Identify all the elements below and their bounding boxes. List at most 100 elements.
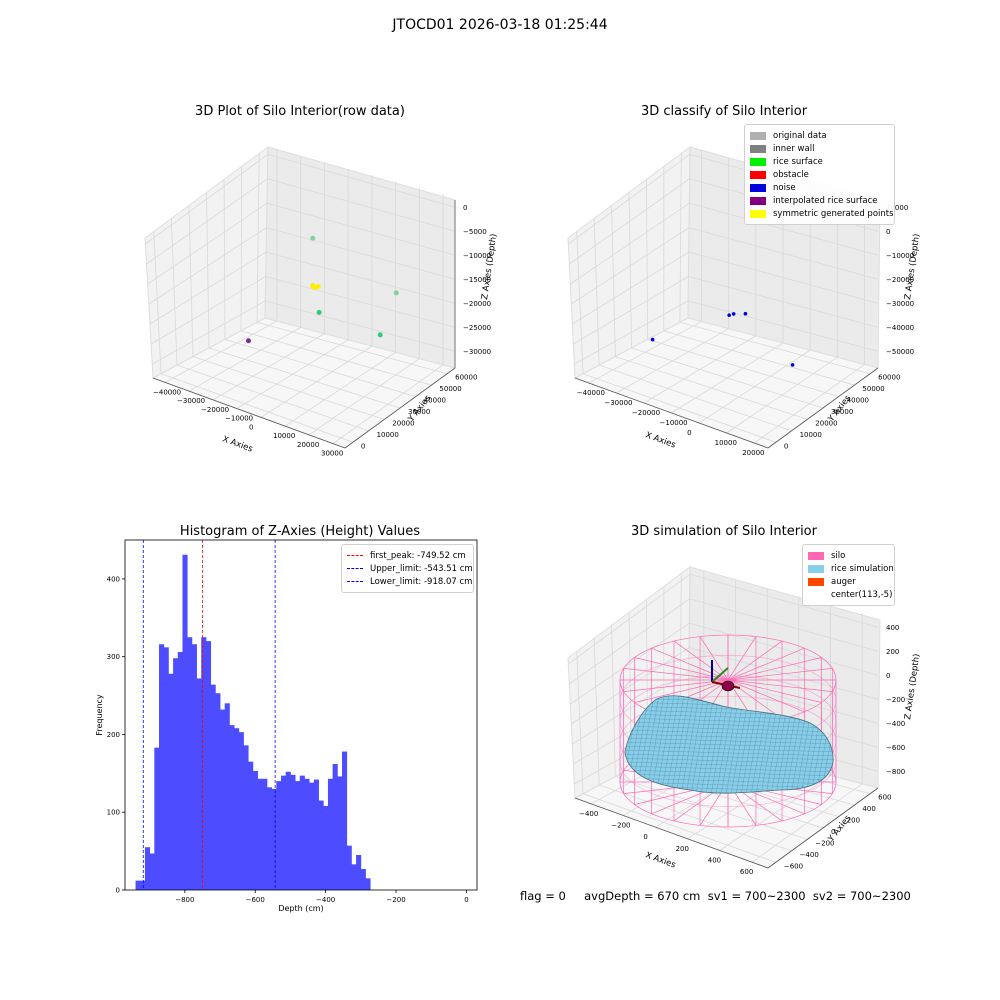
mesh-line: [625, 729, 834, 737]
mesh-line: [625, 749, 834, 757]
grid-line: [208, 347, 401, 409]
grid-line: [593, 638, 600, 786]
z-tick-label: −30000: [886, 300, 914, 308]
mesh-line: [794, 695, 816, 794]
mesh-line: [699, 695, 721, 794]
x-tick-label: 0: [687, 429, 691, 437]
legend-swatch: [750, 183, 766, 192]
y-tick-label: −600: [784, 862, 803, 870]
grid-line: [265, 276, 456, 328]
z-tick-label: −10000: [886, 252, 914, 260]
histogram-bar: [248, 761, 254, 890]
grid-line: [572, 251, 689, 325]
mesh-line: [625, 781, 834, 789]
grid-line: [574, 720, 689, 785]
histogram-bar: [252, 771, 258, 890]
y-tick-label: 400: [862, 805, 875, 813]
histogram-bar: [332, 764, 338, 890]
z-tick-label: −5000: [463, 228, 487, 236]
grid-line: [569, 598, 690, 685]
silo-wire: [651, 781, 729, 815]
histogram-bar: [318, 800, 324, 890]
mesh-line: [789, 695, 811, 794]
legend-label: auger: [831, 576, 856, 587]
panel4-silo-wireframe: [619, 634, 837, 828]
legend-label: original data: [773, 130, 827, 141]
legend-label: Lower_limit: -918.07 cm: [370, 576, 473, 587]
panel3-ticks: −800 −600 −400 −200 0 0 100 200 300 400: [107, 575, 469, 904]
z-tick-label: −800: [886, 768, 905, 776]
silo-wire: [727, 781, 822, 805]
panel4-rice-surface: [624, 695, 834, 794]
mesh-line: [625, 695, 626, 794]
grid-line: [152, 300, 266, 365]
legend-entry: noise: [750, 181, 889, 194]
legend-label: rice simulation: [831, 563, 894, 574]
silo-wire: [634, 781, 729, 805]
mesh-line: [644, 695, 666, 794]
grid-line: [164, 320, 278, 383]
silo-wire: [727, 781, 805, 815]
mesh-line: [625, 705, 834, 713]
legend-entry: inner wall: [750, 142, 889, 155]
grid-line: [689, 598, 879, 652]
y-tick-label: 0: [361, 442, 365, 450]
z-tick-label: −20000: [886, 276, 914, 284]
mesh-line: [819, 695, 834, 794]
grid-line: [256, 153, 260, 323]
grid-line: [266, 202, 456, 256]
grid-line: [698, 349, 811, 424]
mesh-line: [625, 697, 834, 705]
panel1-zlabel: Z Axies (Depth): [480, 233, 499, 300]
grid-line: [663, 750, 855, 806]
grid-line: [260, 345, 373, 418]
z-tick-label: −15000: [463, 276, 491, 284]
z-tick-label: 400: [886, 624, 899, 632]
mesh-line: [625, 695, 834, 697]
grid-line: [265, 300, 456, 352]
y-tick-label: 50000: [439, 385, 461, 393]
grid-line: [149, 251, 267, 325]
histogram-bar: [295, 781, 301, 890]
grid-line: [571, 647, 690, 725]
z-tick-label: −10000: [463, 252, 491, 260]
histogram-bar: [360, 869, 366, 890]
grid-line: [568, 154, 691, 245]
silo-wire: [727, 679, 822, 703]
histogram-bar: [356, 855, 362, 890]
scatter-point: [310, 235, 316, 241]
mesh-line: [734, 695, 756, 794]
scatter-point: [790, 363, 795, 367]
silo-wire: [727, 749, 805, 783]
silo-wire: [673, 640, 729, 681]
histogram-bar: [196, 678, 202, 890]
grid-line: [192, 356, 385, 420]
mesh-line: [799, 695, 821, 794]
panel2-ylabel: Y Axies: [826, 393, 854, 425]
grid-line: [611, 205, 616, 357]
x-tick-label: −200: [386, 896, 405, 904]
silo-wire: [727, 657, 822, 681]
panel3-title: Histogram of Z-Axies (Height) Values: [179, 524, 421, 539]
silo-wire: [699, 636, 729, 681]
silo-wire: [651, 647, 729, 681]
grid-line: [646, 599, 649, 760]
histogram-bar: [173, 658, 179, 890]
grid-line: [616, 328, 729, 394]
legend-label: first_peak: -749.52 cm: [370, 550, 466, 561]
grid-line: [569, 178, 690, 265]
grid-line: [212, 333, 325, 401]
x-tick-label: 10000: [715, 439, 737, 447]
z-tick-label: −25000: [463, 324, 491, 332]
silo-ring: [619, 716, 837, 807]
y-tick-label: 30000: [831, 408, 853, 416]
mesh-line: [625, 761, 834, 769]
legend-swatch: [750, 170, 766, 179]
legend-label: silo: [831, 550, 846, 561]
y-tick-label: 10000: [800, 431, 822, 439]
scatter-point: [316, 309, 322, 315]
grid-line: [572, 671, 689, 745]
silo-wire: [727, 781, 757, 826]
histogram-bar: [271, 788, 277, 890]
grid-line: [570, 202, 690, 285]
